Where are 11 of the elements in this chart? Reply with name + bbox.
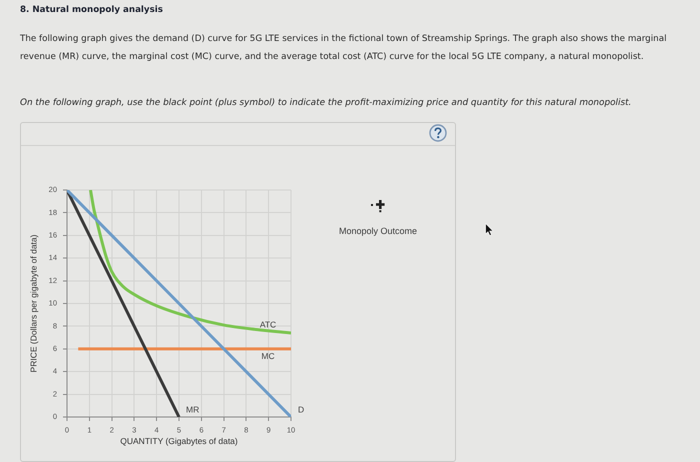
text: The following graph gives the demand (D) curve for 5G LTE services in the fictional town of Streamship Springs. The graph also shows the marginal revenue (MR) curve, the marginal cost (MC) curve, and the average total cost (ATC) curve for the local 5G LTE company, a natural monopolist. — [20, 33, 668, 64]
line-series — [89, 190, 291, 335]
chart-title: 8. Natural monopoly analysis — [20, 5, 163, 15]
text: On the following graph, use the black point (plus symbol) to indicate the profit-maximizing price and quantity for this natural monopolist. — [20, 98, 632, 108]
x-axis-title: QUANTITY (Gigabytes of data) — [120, 436, 238, 446]
y-axis-title: PRICE (Dollars per gigabyte of data) — [28, 234, 38, 372]
series-label: MC — [261, 351, 275, 362]
series-label: MR — [186, 404, 200, 414]
text: Monopoly Outcome — [338, 226, 418, 236]
series-label: ATC — [260, 319, 276, 330]
series-label: D — [298, 404, 304, 414]
